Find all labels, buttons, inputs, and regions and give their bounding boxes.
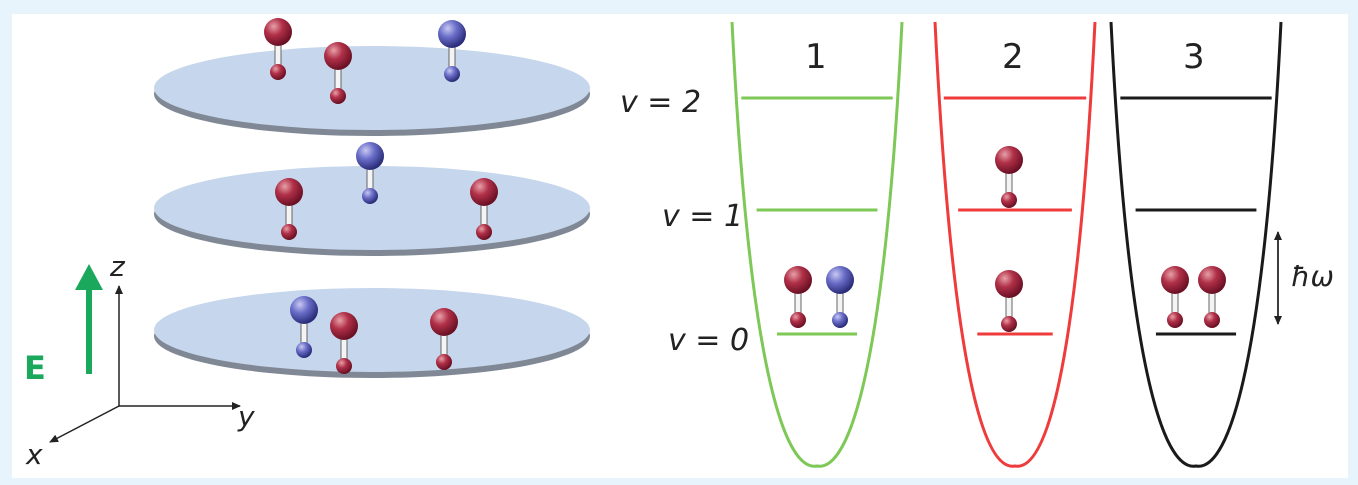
well-molecule-red [995,146,1023,208]
coordinate-axes: z y x [25,250,255,471]
molecule-red [324,42,352,104]
diagram-canvas: z y x E v = 2 v = 1 v = 0 1 2 3 ħω [24,18,1334,471]
well-curve-1 [730,21,904,468]
molecule-red [430,308,458,370]
well-molecule-red [995,270,1023,332]
molecule-red [275,178,303,240]
y-axis-label: y [237,400,255,433]
well-curve-2 [933,21,1097,468]
molecule-red [470,178,498,240]
well-molecule-red [1161,266,1189,328]
well-label-1: 1 [805,37,827,77]
x-axis [49,405,120,443]
potential-well-2 [933,21,1097,468]
well-molecule-red [1198,266,1226,328]
well-label-2: 2 [1002,37,1024,77]
field-label: E [24,349,46,387]
layer-disk-top [154,46,590,136]
level-label-v1: v = 1 [662,199,743,234]
level-label-v2: v = 2 [620,85,701,120]
well-curve-3 [1109,21,1283,468]
level-label-v0: v = 0 [668,323,749,358]
molecule-blue [290,296,318,358]
well-molecule-blue [826,266,854,328]
layer-disk-bottom [154,288,590,378]
well-molecule-red [784,266,812,328]
molecule-red [330,312,358,374]
well-label-3: 3 [1183,37,1205,77]
molecule-blue [356,142,384,204]
molecule-red [264,18,292,80]
x-axis-label: x [25,438,43,471]
potential-well-1 [730,21,904,468]
field-arrow: E [24,264,103,387]
level-spacing-indicator: ħω [1274,231,1334,325]
figure-panel: z y x E v = 2 v = 1 v = 0 1 2 3 ħω [12,14,1348,478]
molecule-blue [438,20,466,82]
z-axis-label: z [109,250,126,283]
hbar-omega-label: ħω [1291,260,1334,293]
potential-well-3 [1109,21,1283,468]
